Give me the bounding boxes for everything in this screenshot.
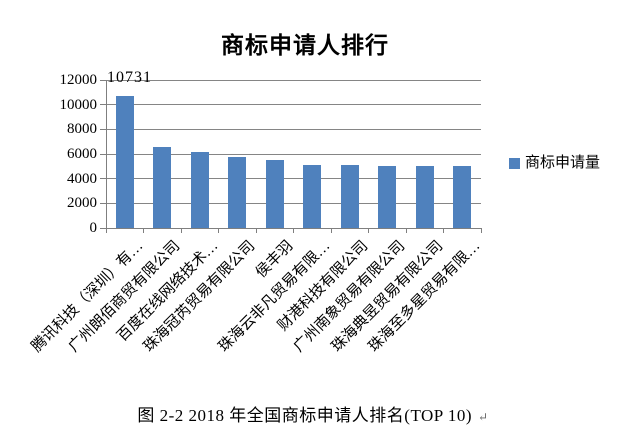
- h-gridline: [106, 104, 481, 106]
- y-tick: [100, 153, 106, 155]
- bar: [415, 165, 434, 228]
- bar: [115, 95, 134, 228]
- bar: [303, 164, 322, 228]
- x-tick: [255, 228, 257, 233]
- y-tick: [100, 104, 106, 106]
- y-tick: [100, 128, 106, 130]
- bar: [228, 156, 247, 228]
- x-tick: [368, 228, 369, 233]
- bar: [378, 165, 397, 228]
- legend-swatch-icon: [509, 158, 520, 169]
- x-tick: [330, 228, 332, 233]
- y-axis-label: 6000: [67, 146, 97, 162]
- chart-title: 商标申请人排行: [221, 33, 389, 58]
- figure-caption-text: 图 2-2 2018 年全国商标申请人排名(TOP 10): [137, 406, 473, 425]
- x-tick: [293, 228, 294, 233]
- y-tick: [100, 227, 106, 229]
- x-tick: [105, 228, 107, 233]
- legend-label: 商标申请量: [525, 155, 601, 171]
- y-tick: [100, 79, 106, 81]
- y-axis-label: 10000: [59, 96, 98, 113]
- y-axis-label: 0: [89, 220, 98, 236]
- x-tick: [480, 228, 482, 233]
- x-tick: [405, 228, 407, 233]
- h-gridline: [106, 178, 481, 180]
- y-axis-label: 8000: [67, 121, 97, 138]
- bar: [453, 166, 472, 228]
- x-tick: [443, 228, 444, 233]
- x-tick: [143, 228, 144, 233]
- y-axis-label: 2000: [67, 195, 97, 212]
- bar: [340, 165, 359, 228]
- h-gridline: [106, 202, 481, 204]
- bar: [190, 152, 209, 228]
- bar: [153, 146, 172, 228]
- bar-data-label: 10731: [107, 69, 152, 86]
- y-axis-line: [106, 80, 107, 229]
- h-gridline: [106, 79, 481, 81]
- h-gridline: [106, 128, 481, 130]
- h-gridline: [106, 153, 481, 155]
- y-tick: [100, 202, 106, 204]
- y-tick: [100, 178, 106, 180]
- legend: 商标申请量: [509, 155, 600, 172]
- figure-caption: 图 2-2 2018 年全国商标申请人排名(TOP 10) ↵: [0, 401, 626, 426]
- bar: [265, 160, 284, 228]
- x-tick: [218, 228, 219, 233]
- y-axis-label: 12000: [59, 72, 98, 88]
- y-axis-label: 4000: [67, 170, 97, 187]
- paragraph-return-mark: ↵: [478, 410, 489, 424]
- x-tick: [180, 228, 182, 233]
